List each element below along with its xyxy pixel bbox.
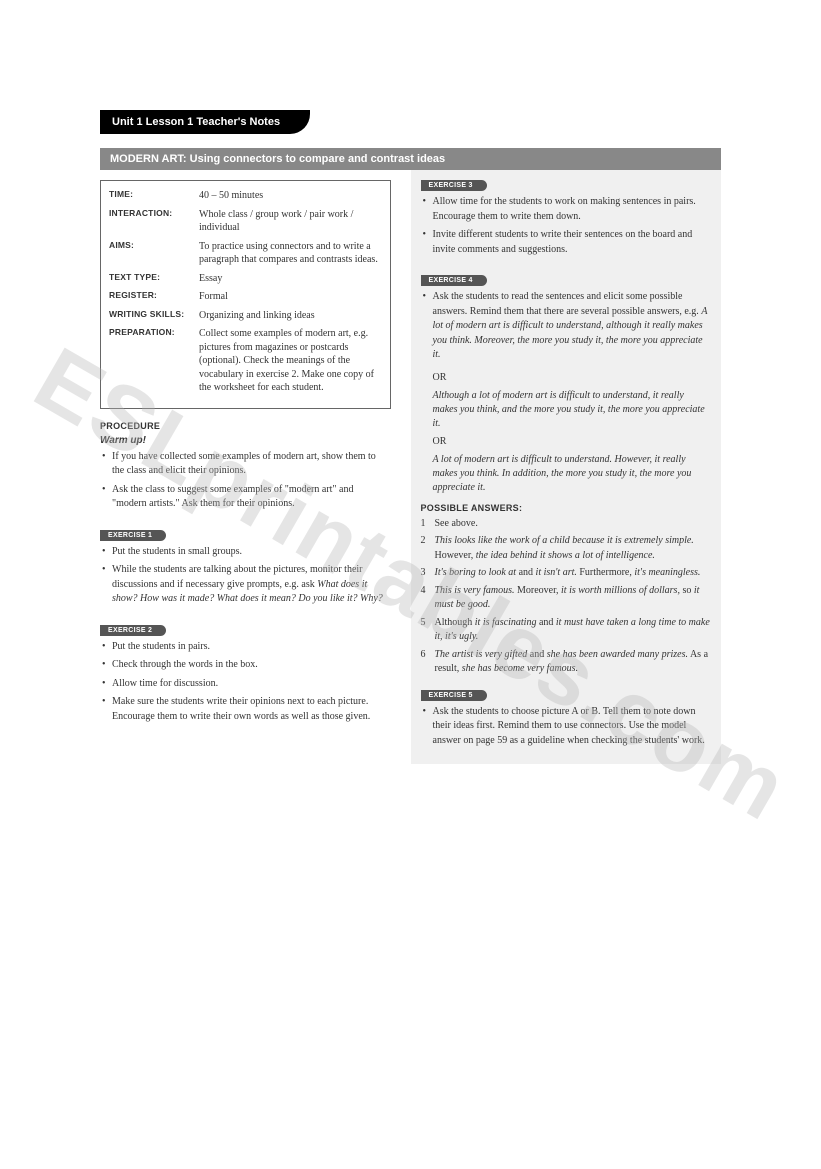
exercise-4-tab: EXERCISE 4 <box>421 275 487 286</box>
list-item: If you have collected some examples of m… <box>100 450 391 479</box>
list-item: Put the students in pairs. <box>100 640 391 655</box>
value-register: Formal <box>199 290 382 304</box>
value-writing-skills: Organizing and linking ideas <box>199 309 382 323</box>
label-interaction: INTERACTION: <box>109 208 199 235</box>
exercise-1-tab: EXERCISE 1 <box>100 530 166 541</box>
list-item: The artist is very gifted and she has be… <box>421 648 712 677</box>
list-item: This is very famous. Moreover, it is wor… <box>421 584 712 613</box>
exercise-3-list: Allow time for the students to work on m… <box>421 195 712 257</box>
list-item: It's boring to look at and it isn't art.… <box>421 566 712 581</box>
label-writing-skills: WRITING SKILLS: <box>109 309 199 323</box>
exercise-2-tab: EXERCISE 2 <box>100 625 166 636</box>
possible-answers-list: See above. This looks like the work of a… <box>421 517 712 677</box>
exercise-4-list: Ask the students to read the sentences a… <box>421 290 712 363</box>
list-item: Make sure the students write their opini… <box>100 695 391 724</box>
lesson-title-bar: MODERN ART: Using connectors to compare … <box>100 148 721 170</box>
or-separator: OR <box>433 435 712 449</box>
warmup-header: Warm up! <box>100 435 391 446</box>
value-interaction: Whole class / group work / pair work / i… <box>199 208 382 235</box>
info-row-register: REGISTER: Formal <box>109 290 382 304</box>
exercise-2-list: Put the students in pairs. Check through… <box>100 640 391 725</box>
list-item: While the students are talking about the… <box>100 563 391 607</box>
info-row-writing-skills: WRITING SKILLS: Organizing and linking i… <box>109 309 382 323</box>
list-item: Check through the words in the box. <box>100 658 391 673</box>
label-time: TIME: <box>109 189 199 203</box>
info-row-interaction: INTERACTION: Whole class / group work / … <box>109 208 382 235</box>
list-item: Allow time for discussion. <box>100 677 391 692</box>
info-row-preparation: PREPARATION: Collect some examples of mo… <box>109 327 382 395</box>
list-item: This looks like the work of a child beca… <box>421 534 712 563</box>
list-item: Ask the class to suggest some examples o… <box>100 483 391 512</box>
label-preparation: PREPARATION: <box>109 327 199 395</box>
list-item: Ask the students to choose picture A or … <box>421 705 712 749</box>
value-preparation: Collect some examples of modern art, e.g… <box>199 327 382 395</box>
list-item: Allow time for the students to work on m… <box>421 195 712 224</box>
left-column: TIME: 40 – 50 minutes INTERACTION: Whole… <box>100 180 391 764</box>
value-text-type: Essay <box>199 272 382 286</box>
possible-answers-header: POSSIBLE ANSWERS: <box>421 503 712 513</box>
example-text: A lot of modern art is difficult to unde… <box>433 453 712 495</box>
exercise-5-tab: EXERCISE 5 <box>421 690 487 701</box>
exercise-3-tab: EXERCISE 3 <box>421 180 487 191</box>
label-aims: AIMS: <box>109 240 199 267</box>
exercise-5-list: Ask the students to choose picture A or … <box>421 705 712 749</box>
lesson-info-box: TIME: 40 – 50 minutes INTERACTION: Whole… <box>100 180 391 409</box>
content-columns: TIME: 40 – 50 minutes INTERACTION: Whole… <box>100 180 721 764</box>
list-item: Put the students in small groups. <box>100 545 391 560</box>
value-time: 40 – 50 minutes <box>199 189 382 203</box>
list-item: Invite different students to write their… <box>421 228 712 257</box>
list-item: Although it is fascinating and it must h… <box>421 616 712 645</box>
example-text: Although a lot of modern art is difficul… <box>433 389 712 431</box>
warmup-list: If you have collected some examples of m… <box>100 450 391 512</box>
info-row-aims: AIMS: To practice using connectors and t… <box>109 240 382 267</box>
label-text-type: TEXT TYPE: <box>109 272 199 286</box>
info-row-time: TIME: 40 – 50 minutes <box>109 189 382 203</box>
right-column: EXERCISE 3 Allow time for the students t… <box>411 170 722 764</box>
list-item: See above. <box>421 517 712 532</box>
exercise-1-list: Put the students in small groups. While … <box>100 545 391 607</box>
list-item: Ask the students to read the sentences a… <box>421 290 712 363</box>
unit-header-tab: Unit 1 Lesson 1 Teacher's Notes <box>100 110 310 134</box>
or-separator: OR <box>433 371 712 385</box>
info-row-text-type: TEXT TYPE: Essay <box>109 272 382 286</box>
value-aims: To practice using connectors and to writ… <box>199 240 382 267</box>
procedure-header: PROCEDURE <box>100 421 391 431</box>
label-register: REGISTER: <box>109 290 199 304</box>
